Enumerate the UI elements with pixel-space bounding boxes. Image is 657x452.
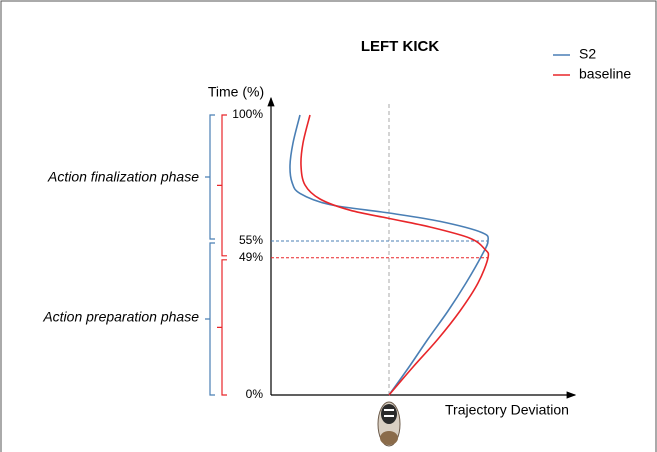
series-line [301, 115, 489, 395]
legend-label: S2 [579, 46, 596, 62]
phase-bracket [217, 260, 227, 395]
y-tick-label: 100% [232, 107, 263, 121]
phase-label: Action finalization phase [47, 169, 199, 185]
x-axis-label: Trajectory Deviation [445, 402, 569, 418]
chart: LEFT KICK Time (%) Trajectory Deviation … [0, 0, 657, 452]
legend-label: baseline [579, 66, 631, 82]
phase-label: Action preparation phase [42, 309, 199, 325]
phase-bracket [205, 115, 215, 239]
y-tick-label: 55% [239, 233, 263, 247]
phase-bracket [217, 115, 227, 256]
y-tick-label: 49% [239, 250, 263, 264]
frame [1, 1, 656, 452]
shoe [378, 402, 400, 446]
y-tick-label: 0% [246, 387, 264, 401]
y-axis-label: Time (%) [208, 84, 264, 100]
chart-title: LEFT KICK [361, 38, 439, 55]
phase-bracket [205, 243, 215, 395]
